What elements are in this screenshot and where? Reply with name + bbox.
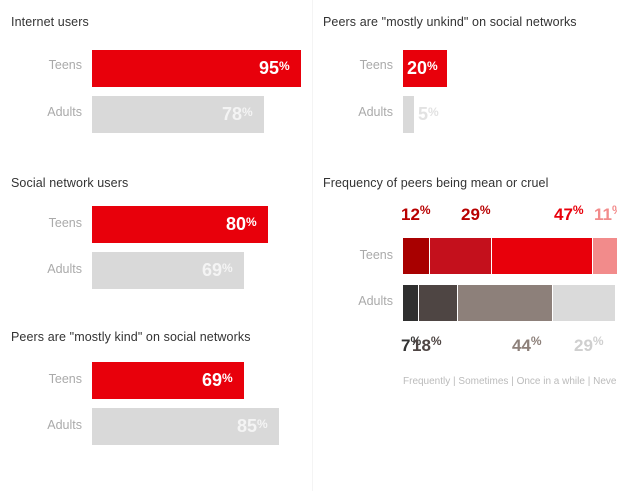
- value-label-teens: 80%: [226, 214, 257, 234]
- category-label-adults: Adults: [47, 105, 82, 119]
- value-label-teens: 20%: [407, 58, 438, 78]
- segment-adults-once-in-a-while: [457, 285, 553, 321]
- value-label-adults-once-in-a-while: 44%: [512, 334, 542, 355]
- chart-title: Peers are "mostly kind" on social networ…: [11, 330, 251, 344]
- value-label-teens-frequently: 12%: [401, 203, 431, 224]
- value-label-teens: 95%: [259, 58, 290, 78]
- chart-title: Peers are "mostly unkind" on social netw…: [323, 15, 577, 29]
- segment-adults-never: [552, 285, 615, 321]
- value-label-adults-never: 29%: [574, 334, 604, 355]
- value-label-adults-sometimes: 18%: [412, 334, 442, 355]
- category-label-teens: Teens: [48, 58, 82, 72]
- category-label-adults: Adults: [47, 418, 82, 432]
- bar-adults: [403, 96, 414, 133]
- bar-teens: [92, 50, 301, 87]
- chart-title: Internet users: [11, 15, 89, 29]
- segment-teens-never: [592, 238, 617, 274]
- column-divider: [312, 0, 313, 491]
- legend: Frequently | Sometimes | Once in a while…: [403, 376, 617, 387]
- segment-adults-sometimes: [418, 285, 458, 321]
- segment-teens-once-in-a-while: [491, 238, 593, 274]
- category-label-teens: Teens: [48, 372, 82, 386]
- segment-teens-sometimes: [429, 238, 492, 274]
- value-label-teens: 69%: [202, 370, 233, 390]
- segment-teens-frequently: [403, 238, 429, 274]
- bar-adults: [92, 96, 264, 133]
- category-label-adults: Adults: [358, 294, 393, 308]
- bar-teens: [92, 362, 244, 399]
- value-label-teens-sometimes: 29%: [461, 203, 491, 224]
- category-label-teens: Teens: [359, 248, 393, 262]
- category-label-teens: Teens: [48, 216, 82, 230]
- bar-teens: [92, 206, 268, 243]
- value-label-adults: 69%: [202, 260, 233, 280]
- value-label-adults-frequently: 7%: [401, 334, 422, 355]
- bar-adults: [92, 252, 244, 289]
- value-label-teens-once-in-a-while: 47%: [554, 203, 584, 224]
- value-label-adults: 5%: [418, 104, 439, 124]
- category-label-teens: Teens: [359, 58, 393, 72]
- category-label-adults: Adults: [358, 105, 393, 119]
- value-label-adults: 85%: [237, 416, 268, 436]
- chart-title: Frequency of peers being mean or cruel: [323, 176, 549, 190]
- chart-title: Social network users: [11, 176, 129, 190]
- bar-teens: [403, 50, 447, 87]
- bar-adults: [92, 408, 279, 445]
- segment-adults-frequently: [403, 285, 418, 321]
- value-label-adults: 78%: [222, 104, 253, 124]
- category-label-adults: Adults: [47, 262, 82, 276]
- value-label-teens-never: 11%: [594, 203, 617, 224]
